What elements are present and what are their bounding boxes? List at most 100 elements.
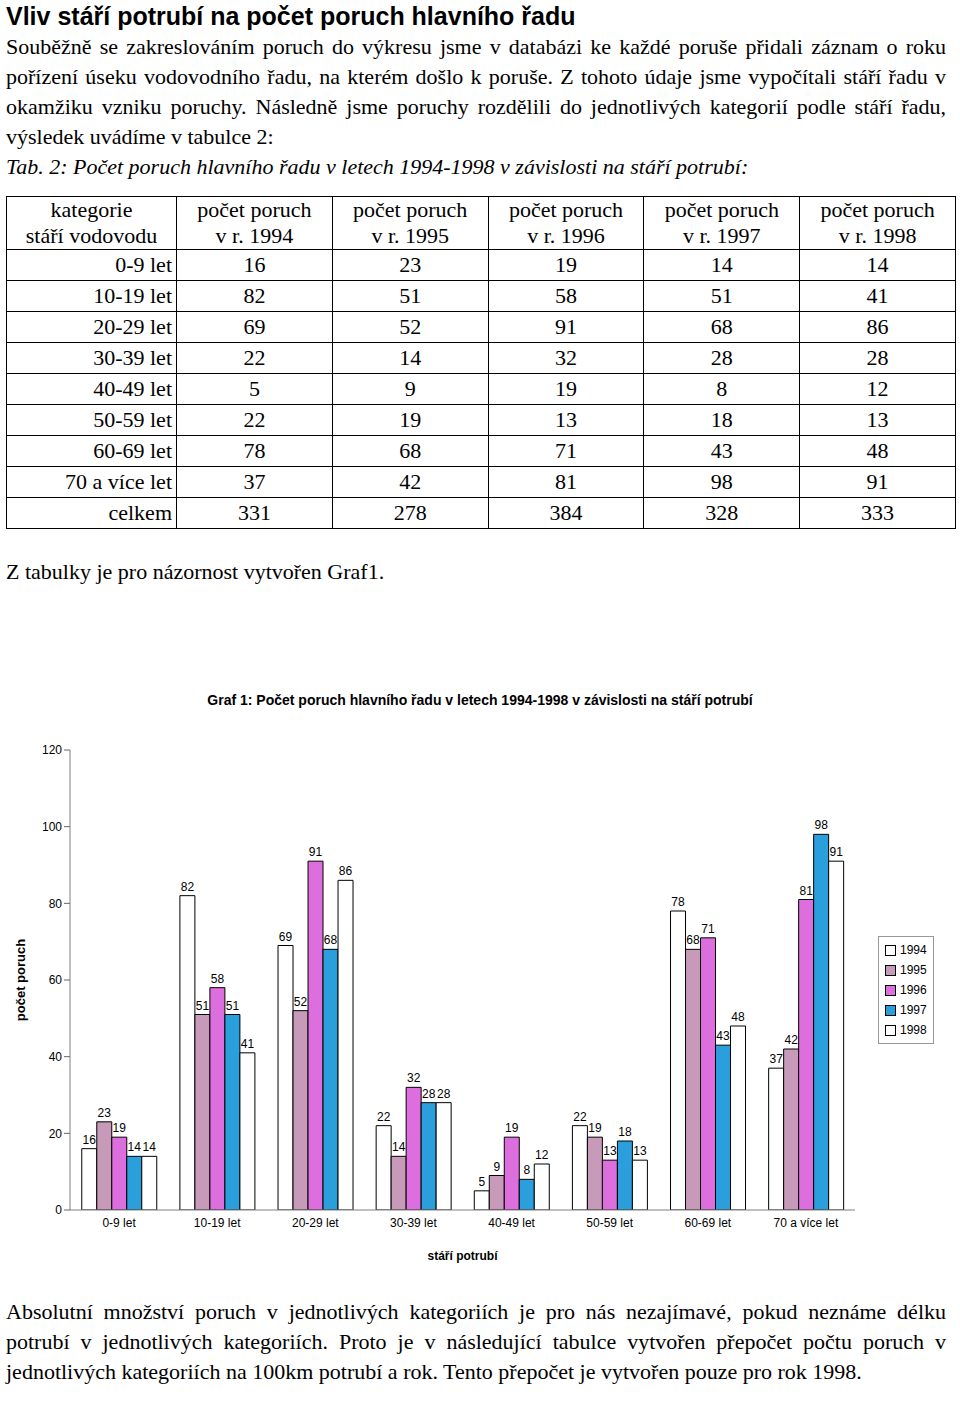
- svg-text:81: 81: [799, 884, 813, 898]
- svg-text:86: 86: [339, 864, 353, 878]
- html-text:Z tabulky je pro názornost vyt: Z tabulky je pro názornost vytvořen Graf…: [6, 559, 385, 584]
- svg-text:68: 68: [686, 933, 700, 947]
- html-text:stáří vodovodu: stáří vodovodu: [25, 223, 158, 248]
- svg-text:0-9 let: 0-9 let: [102, 1216, 136, 1230]
- html-text:16: 16: [243, 252, 266, 277]
- svg-text:13: 13: [603, 1144, 617, 1158]
- html-text:60-69 let: 60-69 let: [93, 438, 172, 463]
- svg-text:40-49 let: 40-49 let: [488, 1216, 535, 1230]
- svg-text:32: 32: [407, 1071, 421, 1085]
- html-text:v r. 1995: v r. 1995: [371, 223, 449, 248]
- html-text:celkem: celkem: [108, 500, 172, 525]
- html-text:384: 384: [549, 500, 583, 525]
- svg-text:28: 28: [422, 1087, 436, 1101]
- html-text:v r. 1994: v r. 1994: [215, 223, 294, 248]
- svg-text:9: 9: [493, 1160, 500, 1174]
- html-text:v r. 1998: v r. 1998: [838, 223, 917, 248]
- svg-text:70 a více let: 70 a více let: [774, 1216, 839, 1230]
- html-text:v r. 1997: v r. 1997: [683, 223, 761, 248]
- html-text:Vliv stáří potrubí na počet po: Vliv stáří potrubí na počet poruch hlavn…: [6, 2, 576, 30]
- svg-text:100: 100: [42, 820, 62, 834]
- svg-text:19: 19: [588, 1121, 602, 1135]
- html-text:kategorie: kategorie: [50, 197, 133, 222]
- html-text:v r. 1996: v r. 1996: [527, 223, 605, 248]
- svg-text:71: 71: [701, 922, 715, 936]
- html-text:0-9 let: 0-9 let: [115, 252, 172, 277]
- svg-text:16: 16: [83, 1133, 97, 1147]
- html-text:počet poruch: počet poruch: [664, 197, 779, 222]
- svg-text:23: 23: [98, 1106, 112, 1120]
- svg-text:60: 60: [49, 973, 63, 987]
- svg-text:51: 51: [196, 999, 210, 1013]
- html-text:278: 278: [393, 500, 427, 525]
- svg-text:8: 8: [523, 1163, 530, 1177]
- html-text:Tab. 2: Počet poruch hlavního: Tab. 2: Počet poruch hlavního řadu v let…: [6, 154, 749, 179]
- svg-text:19: 19: [113, 1121, 127, 1135]
- svg-text:28: 28: [437, 1087, 451, 1101]
- svg-text:58: 58: [211, 972, 225, 986]
- svg-text:12: 12: [535, 1148, 549, 1162]
- html-text:počet poruch: počet poruch: [197, 197, 312, 222]
- svg-text:40: 40: [49, 1050, 63, 1064]
- html-text:14: 14: [866, 252, 889, 277]
- svg-text:22: 22: [377, 1110, 391, 1124]
- svg-text:19: 19: [505, 1121, 519, 1135]
- svg-text:30-39 let: 30-39 let: [390, 1216, 437, 1230]
- html-text:50-59 let: 50-59 let: [93, 407, 172, 432]
- svg-text:68: 68: [324, 933, 338, 947]
- svg-text:10-19 let: 10-19 let: [194, 1216, 241, 1230]
- svg-text:41: 41: [241, 1037, 255, 1051]
- html-text:počet poruch: počet poruch: [353, 197, 468, 222]
- html-text:82: 82: [243, 283, 266, 308]
- svg-text:78: 78: [671, 895, 685, 909]
- svg-text:14: 14: [128, 1140, 142, 1154]
- svg-text:91: 91: [309, 845, 323, 859]
- html-text:69: 69: [243, 314, 266, 339]
- html-text:41: 41: [866, 283, 889, 308]
- svg-text:48: 48: [731, 1010, 745, 1024]
- html-text:328: 328: [705, 500, 739, 525]
- svg-text:82: 82: [181, 880, 195, 894]
- html-text:40-49 let: 40-49 let: [93, 376, 172, 401]
- html-text:68: 68: [710, 314, 733, 339]
- html-text:Absolutní množství poruch v je: Absolutní množství poruch v jednotlivých…: [6, 1299, 946, 1384]
- html-text:23: 23: [399, 252, 422, 277]
- svg-text:18: 18: [618, 1125, 632, 1139]
- svg-text:98: 98: [814, 818, 828, 832]
- svg-text:69: 69: [279, 930, 293, 944]
- html-text:331: 331: [237, 500, 271, 525]
- svg-text:stáří potrubí: stáří potrubí: [427, 1249, 498, 1263]
- svg-text:43: 43: [716, 1029, 730, 1043]
- svg-text:50-59 let: 50-59 let: [586, 1216, 633, 1230]
- html-text:Souběžně se zakreslováním poru: Souběžně se zakreslováním poruch do výkr…: [6, 34, 946, 149]
- svg-text:52: 52: [294, 995, 308, 1009]
- html-text:10-19 let: 10-19 let: [93, 283, 172, 308]
- html-text:počet poruch: počet poruch: [820, 197, 935, 222]
- svg-text:22: 22: [573, 1110, 587, 1124]
- svg-text:60-69 let: 60-69 let: [684, 1216, 731, 1230]
- svg-text:91: 91: [829, 845, 843, 859]
- svg-text:20: 20: [49, 1127, 63, 1141]
- svg-text:120: 120: [42, 743, 62, 757]
- svg-text:42: 42: [784, 1033, 798, 1047]
- svg-text:5: 5: [478, 1175, 485, 1189]
- svg-text:13: 13: [633, 1144, 647, 1158]
- html-text:70 a více let: 70 a více let: [65, 469, 172, 494]
- svg-text:0: 0: [55, 1203, 62, 1217]
- svg-text:14: 14: [143, 1140, 157, 1154]
- svg-text:80: 80: [49, 897, 63, 911]
- html-text:20-29 let: 20-29 let: [93, 314, 172, 339]
- html-text:30-39 let: 30-39 let: [93, 345, 172, 370]
- html-text:počet poruch: počet poruch: [508, 197, 624, 222]
- svg-text:počet poruch: počet poruch: [13, 939, 28, 1021]
- html-text:51: 51: [399, 283, 422, 308]
- svg-text:20-29 let: 20-29 let: [292, 1216, 339, 1230]
- svg-text:37: 37: [769, 1052, 783, 1066]
- html-text:51: 51: [710, 283, 733, 308]
- html-text:333: 333: [861, 500, 895, 525]
- svg-text:14: 14: [392, 1140, 406, 1154]
- html-text:14: 14: [710, 252, 733, 277]
- svg-text:51: 51: [226, 999, 240, 1013]
- html-text:52: 52: [399, 314, 422, 339]
- html-text:86: 86: [866, 314, 889, 339]
